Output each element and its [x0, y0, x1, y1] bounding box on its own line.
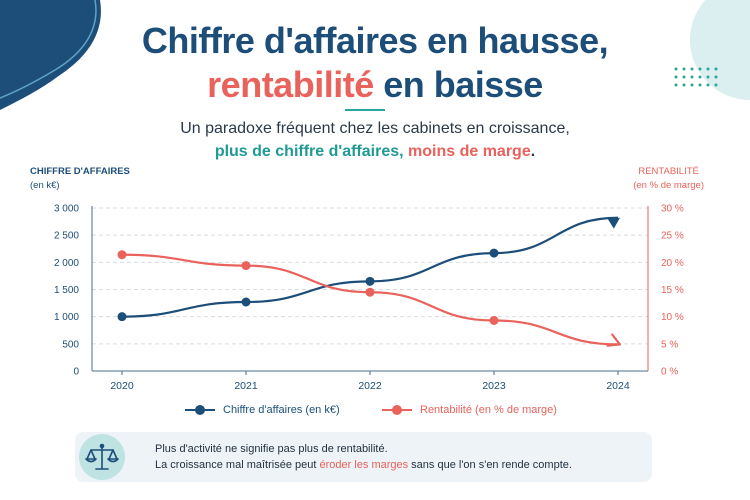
right-axis-unit: (en % de marge): [633, 180, 704, 191]
decorative-circle-top-right: [690, 0, 750, 100]
balance-scale-icon: [79, 434, 125, 480]
title-rest: en baisse: [373, 64, 543, 105]
note-line2: La croissance mal maîtrisée peut éroder …: [155, 457, 572, 473]
subtitle-highlight-margin: moins de marge: [408, 143, 531, 160]
legend-item-margin: Rentabilité (en % de marge): [382, 404, 557, 416]
right-axis-label: RENTABILITÉ: [638, 166, 699, 177]
right-tick-label: 20 %: [661, 258, 684, 269]
x-tick-label: 2024: [606, 380, 630, 392]
left-tick-label: 2 000: [54, 258, 79, 269]
title-divider: [345, 109, 385, 111]
legend-swatch-revenue: [185, 405, 215, 415]
right-axis-title: RENTABILITÉ (en % de marge): [633, 165, 704, 193]
data-point: [489, 248, 499, 258]
data-point: [365, 287, 375, 297]
data-point: [241, 261, 251, 271]
right-tick-label: 5 %: [661, 339, 678, 350]
x-tick-label: 2023: [482, 380, 506, 392]
series-line-0: [121, 216, 619, 318]
note-line2-end: sans que l'on s'en rende compte.: [408, 459, 572, 471]
legend-swatch-margin: [382, 405, 412, 415]
left-axis-label: CHIFFRE D'AFFAIRES: [30, 166, 130, 177]
note-highlight: éroder les marges: [319, 459, 409, 471]
data-point: [117, 312, 127, 322]
right-tick-label: 25 %: [661, 231, 684, 242]
left-axis-title: CHIFFRE D'AFFAIRES (en k€): [30, 165, 130, 193]
dual-axis-line-chart: 0 500 1 000 1 500 2 000 2 500 3 000 0 % 5 % 10 % 1…: [54, 204, 684, 393]
right-tick-label: 10 %: [661, 312, 684, 323]
subtitle-line1: Un paradoxe fréquent chez les cabinets e…: [180, 120, 570, 137]
title-highlight: rentabilité: [207, 64, 374, 105]
page-title-line1: Chiffre d'affaires en hausse,: [141, 20, 609, 61]
left-axis-unit: (en k€): [30, 180, 60, 191]
data-point: [117, 250, 127, 260]
left-tick-label: 1 000: [54, 312, 79, 323]
legend-label-revenue: Chiffre d'affaires (en k€): [223, 404, 340, 416]
subtitle-end: .: [530, 143, 536, 160]
series-line-1: [121, 253, 619, 346]
right-tick-label: 30 %: [661, 204, 684, 215]
legend-label-margin: Rentabilité (en % de marge): [420, 404, 557, 416]
right-tick-label: 15 %: [661, 285, 684, 296]
series-end-arrow: [606, 333, 622, 347]
left-tick-label: 0: [73, 367, 79, 378]
right-tick-label: 0 %: [661, 367, 678, 378]
left-tick-label: 2 500: [54, 231, 79, 242]
data-point: [489, 315, 499, 325]
left-tick-label: 500: [62, 339, 79, 350]
data-point: [241, 297, 251, 307]
x-tick-label: 2020: [110, 380, 134, 392]
note-line1: Plus d'activité ne signifie pas plus de …: [155, 443, 388, 455]
page-title-line2: rentabilité en baisse: [0, 64, 750, 106]
series-end-arrow: [607, 217, 620, 229]
legend-item-revenue: Chiffre d'affaires (en k€): [185, 404, 340, 416]
subtitle-highlight-revenue: plus de chiffre d'affaires,: [214, 143, 404, 160]
left-tick-label: 1 500: [54, 285, 79, 296]
note-line2-start: La croissance mal maîtrisée peut: [155, 459, 320, 471]
left-tick-label: 3 000: [54, 204, 79, 215]
decorative-dots: [674, 67, 718, 87]
x-tick-label: 2021: [234, 380, 258, 392]
decorative-wave-top-left: [0, 0, 101, 110]
x-tick-label: 2022: [358, 380, 382, 392]
note-text: Plus d'activité ne signifie pas plus de …: [155, 441, 572, 473]
data-point: [365, 276, 375, 286]
subtitle-line2: plus de chiffre d'affaires, moins de mar…: [0, 143, 750, 161]
info-note: Plus d'activité ne signifie pas plus de …: [75, 432, 652, 482]
